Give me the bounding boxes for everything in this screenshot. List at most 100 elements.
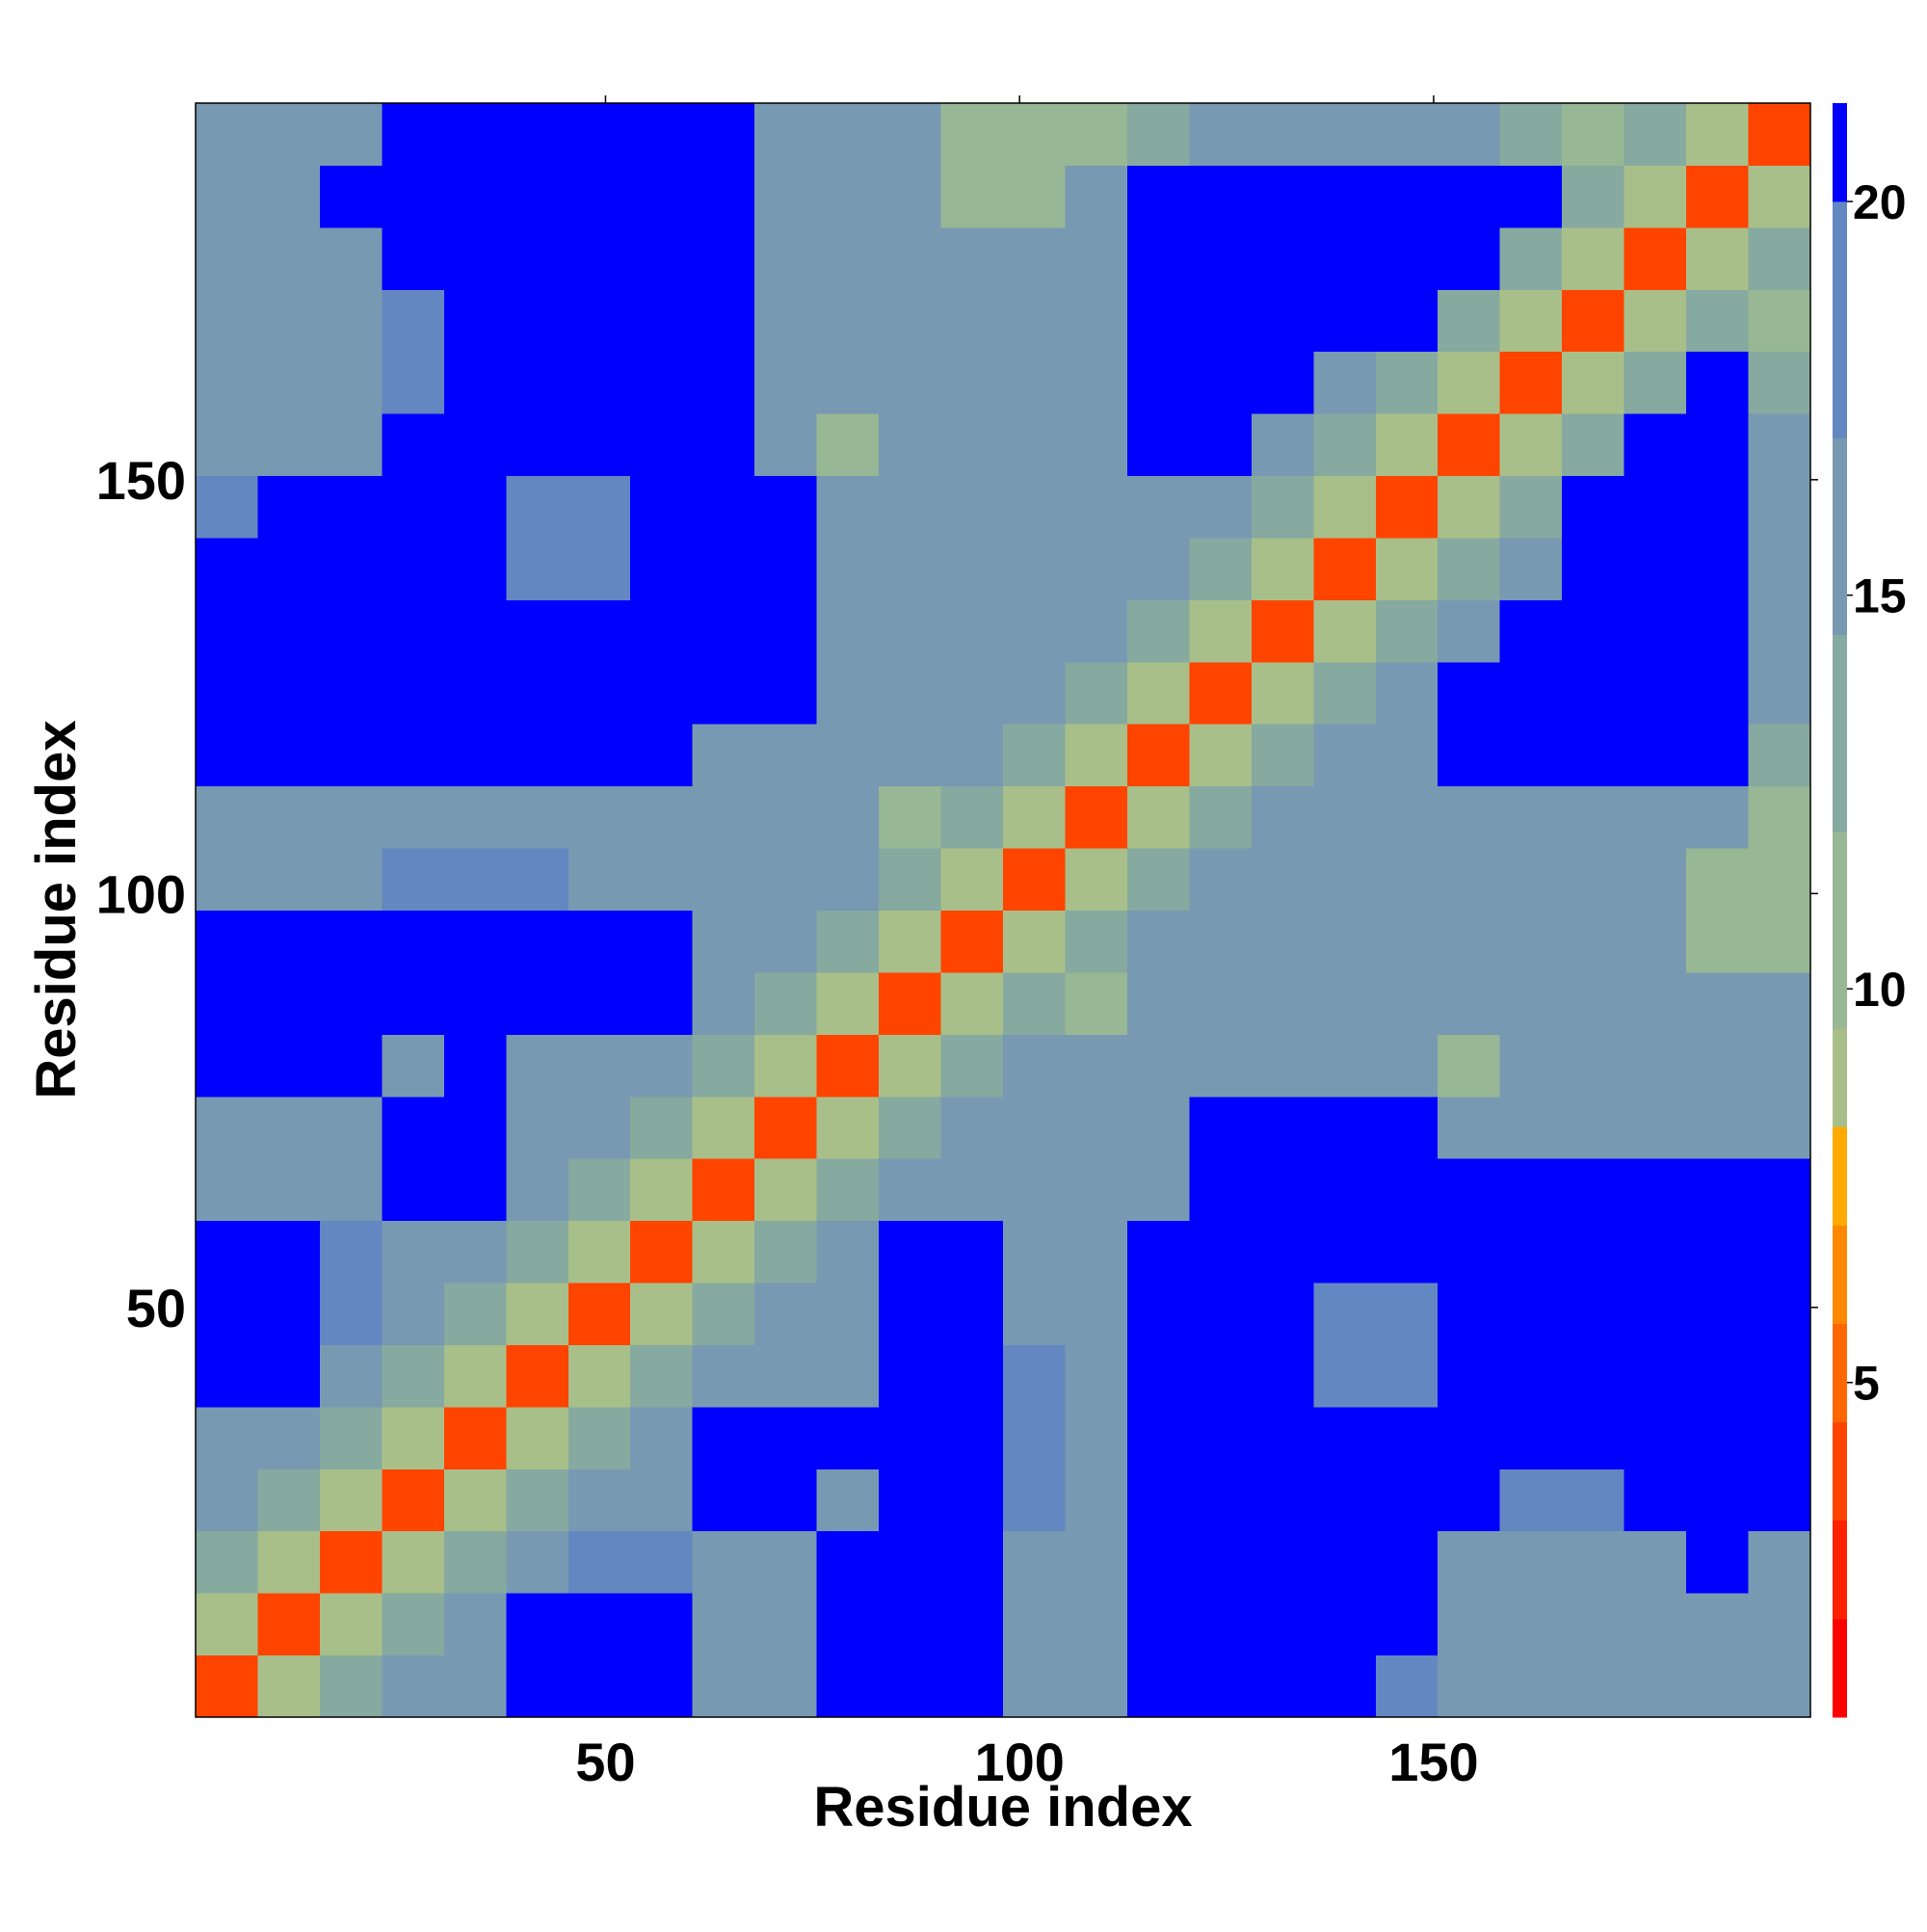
heatmap-cell <box>196 1096 258 1159</box>
heatmap-cell <box>319 1469 383 1532</box>
heatmap-cell <box>1189 1220 1253 1284</box>
heatmap-cell <box>1562 785 1625 849</box>
heatmap-cell <box>1189 1406 1253 1469</box>
heatmap-cell <box>382 1469 445 1532</box>
heatmap-cell <box>940 351 1004 414</box>
heatmap-cell <box>1251 1530 1314 1594</box>
heatmap-cell <box>1065 103 1128 166</box>
heatmap-cell <box>257 785 321 849</box>
heatmap-cell <box>568 475 631 539</box>
heatmap-cell <box>382 1593 445 1656</box>
heatmap-cell <box>630 1283 694 1345</box>
heatmap-cell <box>630 1220 694 1284</box>
heatmap-cell <box>1189 226 1253 290</box>
heatmap-cell <box>1251 1406 1314 1469</box>
heatmap-cell <box>257 1406 321 1469</box>
heatmap-cell <box>196 724 258 787</box>
heatmap-cell <box>257 1096 321 1159</box>
heatmap-cell <box>630 103 694 166</box>
heatmap-cell <box>754 1530 818 1594</box>
heatmap-cell <box>1003 1406 1066 1469</box>
heatmap-cell <box>1748 1593 1811 1656</box>
heatmap-cell <box>1686 724 1750 787</box>
heatmap-cell <box>1499 971 1563 1035</box>
heatmap-cell <box>1748 1344 1811 1408</box>
heatmap-cell <box>257 165 321 228</box>
heatmap-cell <box>816 1283 880 1345</box>
heatmap-cells <box>196 103 1811 1718</box>
heatmap-cell <box>1065 1344 1128 1408</box>
heatmap-cell <box>443 661 507 725</box>
heatmap-cell <box>1686 971 1750 1035</box>
heatmap-cell <box>1003 103 1066 166</box>
heatmap-cell <box>1375 289 1439 353</box>
heatmap-cell <box>1189 1654 1253 1718</box>
heatmap-cell <box>1562 848 1625 911</box>
heatmap-cell <box>1313 1654 1377 1718</box>
heatmap-cell <box>443 1406 507 1469</box>
heatmap-cell <box>1438 785 1501 849</box>
heatmap-cell <box>1126 1034 1190 1098</box>
heatmap-cell <box>1126 1283 1190 1345</box>
heatmap-cell <box>1313 226 1377 290</box>
heatmap-cell <box>1251 351 1314 414</box>
heatmap-cell <box>1065 226 1128 290</box>
heatmap-cell <box>1623 785 1687 849</box>
heatmap-cell <box>879 1096 942 1159</box>
heatmap-cell <box>1686 1034 1750 1098</box>
colorbar-band <box>1833 1618 1847 1718</box>
heatmap-cell <box>940 971 1004 1035</box>
heatmap-cell <box>1126 475 1190 539</box>
heatmap-cell <box>1623 1469 1687 1532</box>
heatmap-cell <box>1438 475 1501 539</box>
heatmap-cell <box>1748 724 1811 787</box>
heatmap-cell <box>630 1469 694 1532</box>
heatmap-cell <box>1748 537 1811 600</box>
heatmap-cell <box>1251 226 1314 290</box>
heatmap-cell <box>319 103 383 166</box>
heatmap-cell <box>1126 1593 1190 1656</box>
heatmap-cell <box>443 351 507 414</box>
heatmap-cell <box>1065 537 1128 600</box>
heatmap-cell <box>1499 475 1563 539</box>
heatmap-cell <box>754 413 818 477</box>
heatmap-cell <box>1438 289 1501 353</box>
heatmap-cell <box>1623 1283 1687 1345</box>
heatmap-cell <box>1438 1158 1501 1222</box>
heatmap-cell <box>568 1096 631 1159</box>
heatmap-cell <box>816 848 880 911</box>
heatmap-cell <box>1313 724 1377 787</box>
heatmap-cell <box>1313 1220 1377 1284</box>
heatmap-cell <box>1686 599 1750 663</box>
heatmap-cell <box>816 971 880 1035</box>
heatmap-cell <box>196 785 258 849</box>
heatmap-cell <box>257 351 321 414</box>
heatmap-cell <box>382 537 445 600</box>
heatmap-cell <box>754 910 818 973</box>
heatmap-cell <box>443 848 507 911</box>
heatmap-cell <box>1499 226 1563 290</box>
heatmap-cell <box>382 226 445 290</box>
heatmap-cell <box>1126 910 1190 973</box>
heatmap-cell <box>568 910 631 973</box>
heatmap-cell <box>443 1158 507 1222</box>
heatmap-cell <box>443 1283 507 1345</box>
heatmap-cell <box>940 1283 1004 1345</box>
heatmap-cell <box>816 1530 880 1594</box>
heatmap-cell <box>1562 1283 1625 1345</box>
heatmap-cell <box>1065 1220 1128 1284</box>
heatmap-cell <box>1065 1096 1128 1159</box>
heatmap-cell <box>940 1406 1004 1469</box>
heatmap-cell <box>940 537 1004 600</box>
heatmap-cell <box>692 1406 755 1469</box>
heatmap-cell <box>754 289 818 353</box>
heatmap-cell <box>1438 1096 1501 1159</box>
heatmap-cell <box>1438 1283 1501 1345</box>
heatmap-cell <box>1003 1034 1066 1098</box>
heatmap-cell <box>1313 1158 1377 1222</box>
heatmap-cell <box>1375 1096 1439 1159</box>
heatmap-cell <box>1438 103 1501 166</box>
heatmap-cell <box>1189 661 1253 725</box>
heatmap-cell <box>1313 351 1377 414</box>
heatmap-cell <box>568 1344 631 1408</box>
